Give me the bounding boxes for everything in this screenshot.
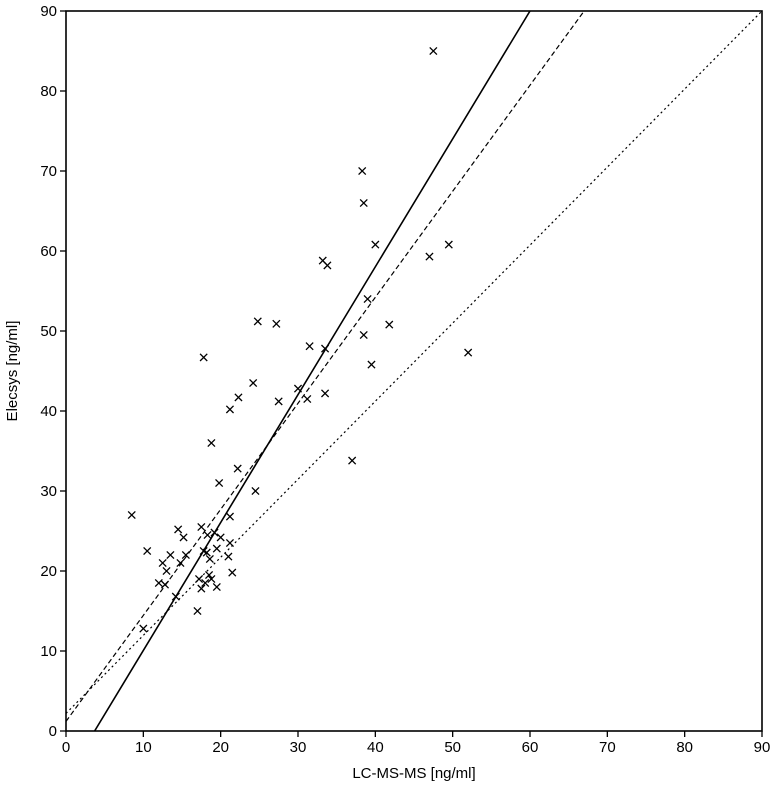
y-tick-label: 20 (40, 563, 57, 580)
y-tick-label: 10 (40, 643, 57, 660)
y-tick-label: 70 (40, 163, 57, 180)
y-tick-label: 30 (40, 483, 57, 500)
y-axis-title: Elecsys [ng/ml] (4, 321, 21, 422)
x-tick-label: 50 (444, 739, 461, 756)
x-tick-label: 40 (367, 739, 384, 756)
y-tick-label: 80 (40, 83, 57, 100)
y-tick-label: 90 (40, 3, 57, 20)
y-tick-label: 0 (49, 723, 57, 740)
x-axis-title: LC-MS-MS [ng/ml] (352, 765, 475, 782)
x-tick-label: 80 (676, 739, 693, 756)
x-tick-label: 0 (62, 739, 70, 756)
x-tick-label: 10 (135, 739, 152, 756)
x-tick-label: 60 (522, 739, 539, 756)
x-tick-label: 30 (290, 739, 307, 756)
x-tick-label: 20 (212, 739, 229, 756)
y-tick-label: 50 (40, 323, 57, 340)
y-tick-label: 60 (40, 243, 57, 260)
x-tick-label: 70 (599, 739, 616, 756)
y-tick-label: 40 (40, 403, 57, 420)
x-tick-label: 90 (754, 739, 771, 756)
